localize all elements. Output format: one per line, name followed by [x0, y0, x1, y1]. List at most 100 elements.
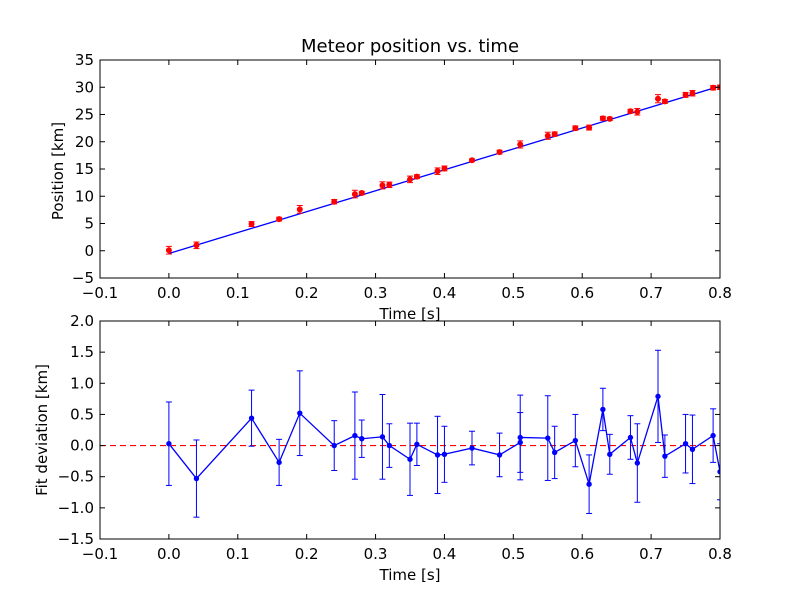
data-point: [586, 124, 593, 131]
data-point: [413, 173, 420, 180]
position-chart: Meteor position vs. time Time [s] Positi…: [49, 36, 732, 323]
data-point: [296, 205, 303, 214]
x-tick-label: 0.7: [639, 545, 663, 563]
point-marker: [634, 108, 641, 115]
point-marker: [496, 149, 503, 156]
data-point: [627, 108, 634, 115]
deviation-point: [586, 454, 593, 514]
point-marker: [689, 90, 696, 97]
data-point: [193, 241, 200, 250]
deviation-point: [276, 438, 283, 486]
deviation-point: [407, 422, 413, 496]
y-tick-label: 25: [75, 106, 94, 124]
x-axis-label-top: Time [s]: [379, 305, 441, 323]
data-point: [351, 189, 358, 199]
point-marker: [297, 410, 303, 416]
point-marker: [710, 432, 716, 439]
point-marker: [352, 432, 358, 439]
data-point: [248, 221, 255, 228]
point-marker: [682, 441, 689, 447]
data-point: [551, 131, 558, 138]
y-tick-label: 1.0: [70, 374, 94, 392]
deviation-point: [434, 415, 441, 495]
point-marker: [599, 115, 606, 122]
point-marker: [359, 436, 365, 442]
deviation-point: [661, 434, 668, 478]
deviation-point: [386, 423, 393, 468]
point-marker: [517, 434, 523, 441]
deviation-point: [413, 422, 420, 467]
x-tick-label: 0.1: [226, 545, 250, 563]
deviation-point: [689, 414, 696, 485]
data-point: [379, 181, 386, 190]
y-tick-label: 0.5: [70, 405, 94, 423]
point-marker: [407, 456, 413, 462]
data-point: [689, 90, 696, 97]
data-point: [572, 125, 579, 132]
plot-area-bottom: [100, 349, 720, 518]
point-marker: [600, 406, 606, 413]
point-marker: [379, 434, 386, 440]
point-marker: [662, 453, 668, 459]
deviation-point: [544, 395, 551, 481]
point-marker: [407, 176, 413, 183]
data-point: [606, 115, 613, 122]
point-marker: [166, 441, 172, 447]
point-marker: [331, 198, 338, 205]
x-tick-label: 0.1: [226, 284, 250, 302]
data-point: [517, 140, 524, 149]
point-marker: [193, 475, 200, 482]
data-point: [331, 198, 338, 205]
y-tick-label: 0: [84, 242, 94, 260]
point-marker: [607, 451, 613, 457]
data-point: [469, 157, 475, 164]
point-marker: [386, 181, 393, 188]
deviation-point: [248, 389, 255, 447]
data-point: [710, 84, 717, 91]
point-marker: [414, 441, 420, 448]
point-marker: [413, 173, 420, 180]
data-point: [599, 115, 606, 122]
data-point: [682, 91, 689, 98]
point-marker: [441, 451, 448, 457]
data-point: [655, 94, 661, 104]
point-marker: [496, 452, 503, 458]
y-tick-label: −1.0: [58, 499, 94, 517]
y-tick-label: 0.0: [70, 437, 94, 455]
y-tick-label: 20: [75, 133, 94, 151]
point-marker: [248, 221, 255, 228]
point-marker: [331, 442, 337, 449]
point-marker: [544, 132, 551, 139]
deviation-point: [496, 432, 503, 478]
chart-title: Meteor position vs. time: [301, 36, 519, 57]
point-marker: [276, 459, 282, 466]
point-marker: [655, 95, 661, 102]
deviation-point: [634, 423, 641, 503]
x-tick-label: 0.4: [433, 545, 457, 563]
point-marker: [296, 206, 303, 213]
deviation-point: [441, 425, 448, 483]
x-tick-label: 0.7: [639, 284, 663, 302]
deviation-point: [296, 370, 303, 457]
deviation-point: [710, 408, 717, 463]
data-point: [276, 216, 283, 223]
x-tick-label: 0.8: [708, 545, 732, 563]
data-point: [434, 167, 441, 175]
plot-area-top: [165, 84, 720, 255]
y-tick-label: 10: [75, 187, 94, 205]
y-tick-label: 1.5: [70, 343, 94, 361]
y-tick-label: −0.5: [58, 468, 94, 486]
x-tick-label: 0.0: [157, 284, 181, 302]
x-tick-label: 0.3: [364, 545, 388, 563]
x-tick-label: 0.5: [501, 545, 525, 563]
x-tick-label: 0.8: [708, 284, 732, 302]
plot-frame-bottom: [99, 320, 721, 540]
data-point: [661, 98, 668, 105]
y-tick-label: −1.5: [58, 530, 94, 548]
y-tick-label: 15: [75, 160, 94, 178]
point-marker: [469, 157, 475, 164]
x-tick-label: −0.1: [82, 284, 118, 302]
point-marker: [682, 91, 689, 98]
x-axis-label-bottom: Time [s]: [379, 566, 441, 584]
